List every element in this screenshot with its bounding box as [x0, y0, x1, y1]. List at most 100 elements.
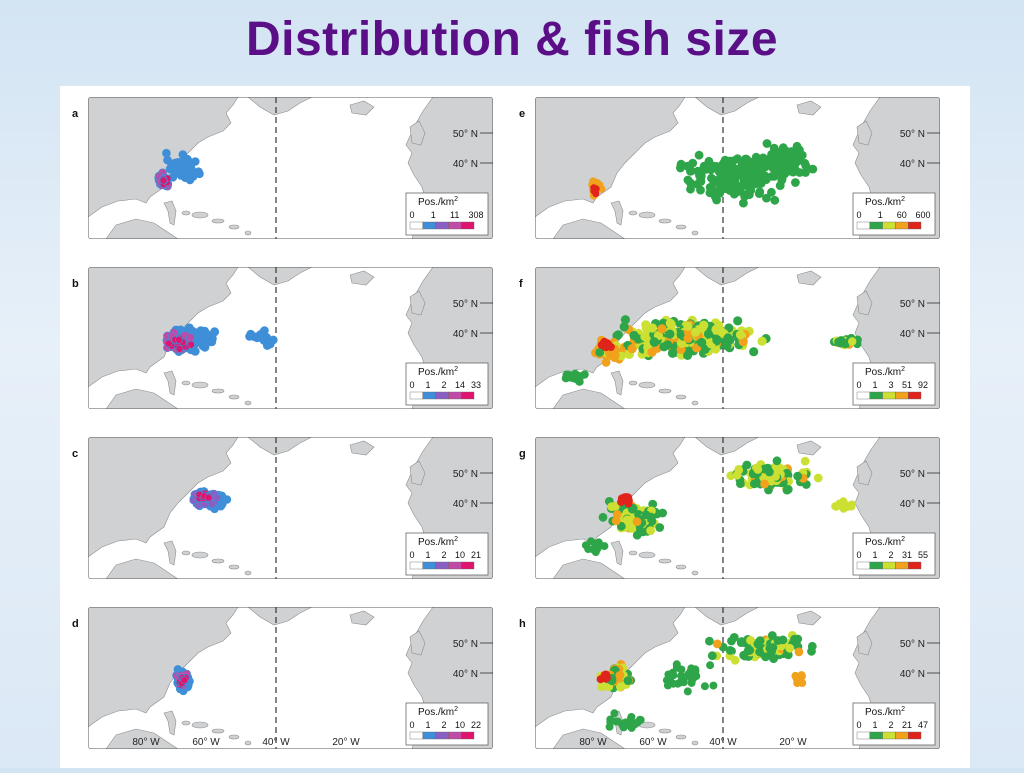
density-cell — [665, 318, 675, 328]
landmass — [247, 437, 313, 456]
density-cell — [705, 636, 714, 646]
legend-swatch — [856, 221, 871, 230]
density-cell — [716, 184, 725, 194]
density-cell — [772, 165, 782, 175]
landmass — [694, 267, 760, 286]
density-cell — [755, 187, 765, 197]
density-cell — [626, 720, 635, 729]
island — [211, 388, 225, 394]
density-cell — [791, 178, 800, 187]
latitude-label: 50° N — [900, 129, 925, 140]
density-cell — [598, 340, 607, 349]
density-cell — [753, 639, 763, 649]
legend-title: Pos./km2 — [865, 536, 905, 548]
island — [628, 380, 638, 386]
legend-swatch — [882, 391, 896, 400]
density-cell — [801, 168, 810, 177]
density-cell — [683, 687, 692, 696]
legend-superscript: 2 — [454, 536, 458, 543]
density-cell — [691, 667, 700, 676]
latitude-label: 40° N — [453, 499, 478, 510]
island — [228, 394, 240, 400]
density-cell — [746, 185, 756, 195]
legend-tick-label: 1 — [425, 720, 430, 730]
legend-superscript: 2 — [454, 196, 458, 203]
density-cell — [658, 508, 667, 518]
island — [228, 224, 240, 230]
density-cell — [204, 493, 213, 502]
legend-tick-label: 1 — [872, 720, 877, 730]
density-cell — [612, 510, 622, 519]
legend-superscript: 2 — [901, 536, 905, 543]
legend-tick-label: 33 — [471, 380, 481, 390]
map-panel-b: b 50° N 40° N Pos./km2 0 1 2 14 33 — [72, 267, 493, 409]
legend: Pos./km2 0 1 2 10 21 — [405, 532, 489, 576]
density-cell — [664, 670, 673, 679]
landmass — [694, 97, 760, 116]
legend-swatch — [908, 391, 922, 400]
legend-swatch — [461, 731, 475, 740]
legend-superscript: 2 — [454, 366, 458, 373]
legend: Pos./km2 0 1 3 51 92 — [852, 362, 936, 406]
legend-swatch — [882, 221, 896, 230]
density-cell — [831, 502, 840, 511]
latitude-label: 50° N — [900, 639, 925, 650]
legend: Pos./km2 0 1 60 600 — [852, 192, 936, 236]
density-cell — [736, 479, 745, 489]
density-cell — [613, 330, 623, 340]
legend-title: Pos./km2 — [418, 706, 458, 718]
density-cell — [655, 523, 665, 532]
density-cell — [210, 327, 220, 337]
density-cell — [759, 473, 768, 482]
legend-tick-label: 3 — [888, 380, 893, 390]
density-cell — [734, 465, 744, 475]
density-cell — [633, 718, 642, 727]
density-cell — [619, 322, 629, 332]
island — [691, 400, 699, 406]
legend-swatch — [409, 391, 424, 400]
landmass — [552, 558, 626, 579]
density-cell — [746, 635, 755, 645]
graticule-labels: 50° N 40° N — [900, 129, 940, 170]
density-cell — [765, 643, 775, 653]
island — [675, 394, 687, 400]
landmass — [163, 710, 177, 736]
landmass — [796, 440, 822, 456]
island — [191, 721, 209, 729]
legend: Pos./km2 0 1 2 10 22 — [405, 702, 489, 746]
landmass — [552, 728, 626, 749]
landmass — [349, 440, 375, 456]
landmass — [247, 607, 313, 626]
island — [638, 551, 656, 559]
map-body: 50° N 40° N Pos./km2 0 1 2 31 55 — [535, 437, 940, 579]
landmass — [88, 437, 239, 558]
legend-tick-label: 0 — [856, 720, 861, 730]
legend-superscript: 2 — [901, 366, 905, 373]
panel-label: b — [72, 278, 79, 290]
density-cell — [694, 150, 704, 160]
latitude-label: 40° N — [453, 669, 478, 680]
map-body: 50° N 40° N Pos./km2 0 1 2 10 21 — [88, 437, 493, 579]
panel-label: c — [72, 448, 78, 460]
density-cell — [751, 179, 760, 189]
distribution-figure: a 50° N 40° N Pos./km2 0 1 11 308 b 50° N 40° N Pos… — [60, 86, 970, 768]
landmass — [247, 267, 313, 286]
legend-tick-label: 1 — [425, 550, 430, 560]
landmass — [796, 100, 822, 116]
latitude-label: 50° N — [453, 129, 478, 140]
density-cell — [765, 467, 774, 477]
legend-tick-label: 0 — [409, 550, 414, 560]
density-cell — [184, 323, 194, 333]
legend-tick-label: 2 — [888, 720, 893, 730]
landmass — [105, 728, 179, 749]
density-cell — [706, 661, 715, 670]
land-masses — [88, 267, 493, 409]
density-cell — [729, 156, 738, 166]
landmass — [535, 97, 686, 218]
legend-tick-label: 1 — [878, 210, 883, 220]
legend-superscript: 2 — [901, 706, 905, 713]
density-cell — [725, 335, 735, 345]
island — [675, 224, 687, 230]
